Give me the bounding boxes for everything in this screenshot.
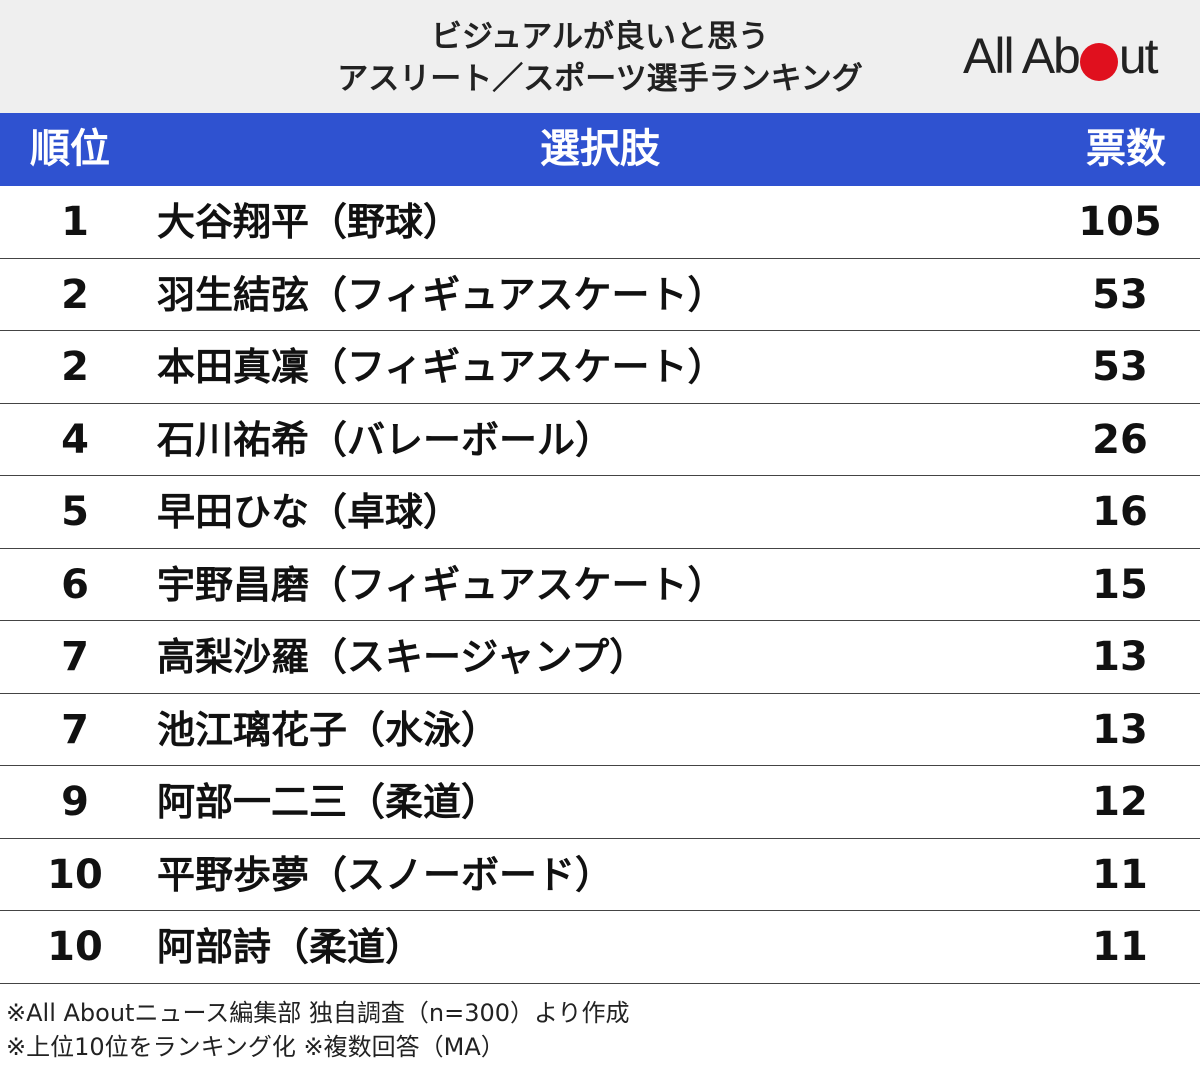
choice-cell: 石川祐希（バレーボール） bbox=[157, 417, 614, 462]
rank-cell: 6 bbox=[61, 561, 89, 608]
choice-cell: 本田真凜（フィギュアスケート） bbox=[157, 345, 726, 389]
rank-cell: 10 bbox=[47, 924, 103, 970]
choice-cell: 大谷翔平（野球） bbox=[157, 200, 462, 244]
votes-cell: 11 bbox=[1092, 851, 1148, 898]
rank-cell: 5 bbox=[61, 489, 89, 535]
choice-cell: 阿部詩（柔道） bbox=[157, 925, 424, 969]
votes-cell: 26 bbox=[1092, 416, 1148, 463]
all-about-logo: All Ab ut bbox=[963, 26, 1159, 86]
rank-cell: 7 bbox=[61, 634, 89, 680]
choice-cell: 阿部一二三（柔道） bbox=[157, 780, 500, 824]
rank-cell: 7 bbox=[61, 706, 89, 753]
title-line-2: アスリート／スポーツ選手ランキング bbox=[337, 61, 863, 97]
rank-cell: 10 bbox=[47, 851, 103, 898]
votes-cell: 105 bbox=[1078, 199, 1162, 245]
table-header: 順位 選択肢 票数 bbox=[0, 113, 1200, 186]
logo-text-left: All Ab bbox=[963, 28, 1081, 84]
choice-cell: 平野歩夢（スノーボード） bbox=[157, 852, 614, 897]
table-row: 6 宇野昌磨（フィギュアスケート） 15 bbox=[0, 549, 1200, 621]
votes-cell: 53 bbox=[1092, 271, 1148, 318]
rank-cell: 1 bbox=[61, 199, 89, 245]
column-header-votes: 票数 bbox=[1086, 126, 1166, 172]
title-banner: ビジュアルが良いと思う アスリート／スポーツ選手ランキング All Ab ut bbox=[0, 0, 1200, 113]
rank-cell: 2 bbox=[61, 344, 89, 390]
votes-cell: 11 bbox=[1092, 924, 1148, 970]
table-row: 10 平野歩夢（スノーボード） 11 bbox=[0, 839, 1200, 911]
rank-cell: 4 bbox=[61, 416, 89, 463]
votes-cell: 12 bbox=[1092, 779, 1148, 825]
column-header-rank: 順位 bbox=[30, 126, 110, 172]
table-row: 7 高梨沙羅（スキージャンプ） 13 bbox=[0, 621, 1200, 694]
choice-cell: 池江璃花子（水泳） bbox=[157, 707, 500, 752]
footnotes: ※All Aboutニュース編集部 独自調査（n=300）より作成 ※上位10位… bbox=[6, 996, 630, 1064]
table-row: 7 池江璃花子（水泳） 13 bbox=[0, 694, 1200, 766]
table-row: 10 阿部詩（柔道） 11 bbox=[0, 911, 1200, 984]
title-line-1: ビジュアルが良いと思う bbox=[431, 19, 769, 55]
chart-title: ビジュアルが良いと思う アスリート／スポーツ選手ランキング bbox=[150, 16, 1050, 100]
choice-cell: 宇野昌磨（フィギュアスケート） bbox=[157, 562, 726, 607]
table-row: 5 早田ひな（卓球） 16 bbox=[0, 476, 1200, 549]
choice-cell: 羽生結弦（フィギュアスケート） bbox=[157, 272, 726, 317]
logo-text-right: ut bbox=[1118, 28, 1159, 84]
table-row: 1 大谷翔平（野球） 105 bbox=[0, 186, 1200, 259]
logo-red-dot bbox=[1079, 43, 1118, 81]
table-row: 2 本田真凜（フィギュアスケート） 53 bbox=[0, 331, 1200, 404]
footnote-source: ※All Aboutニュース編集部 独自調査（n=300）より作成 bbox=[6, 999, 630, 1027]
table-row: 2 羽生結弦（フィギュアスケート） 53 bbox=[0, 259, 1200, 331]
footnote-method: ※上位10位をランキング化 ※複数回答（MA） bbox=[6, 1033, 505, 1061]
votes-cell: 15 bbox=[1092, 561, 1148, 608]
table-row: 4 石川祐希（バレーボール） 26 bbox=[0, 404, 1200, 476]
votes-cell: 13 bbox=[1092, 706, 1148, 753]
choice-cell: 早田ひな（卓球） bbox=[157, 490, 462, 534]
choice-cell: 高梨沙羅（スキージャンプ） bbox=[157, 635, 648, 679]
table-row: 9 阿部一二三（柔道） 12 bbox=[0, 766, 1200, 839]
rank-cell: 2 bbox=[61, 271, 89, 318]
ranking-table-body: 1 大谷翔平（野球） 105 2 羽生結弦（フィギュアスケート） 53 2 本田真凜（フィギュ… bbox=[0, 186, 1200, 984]
votes-cell: 13 bbox=[1092, 634, 1148, 680]
rank-cell: 9 bbox=[61, 779, 89, 825]
column-header-choice: 選択肢 bbox=[540, 126, 660, 172]
votes-cell: 53 bbox=[1092, 344, 1148, 390]
votes-cell: 16 bbox=[1092, 489, 1148, 535]
